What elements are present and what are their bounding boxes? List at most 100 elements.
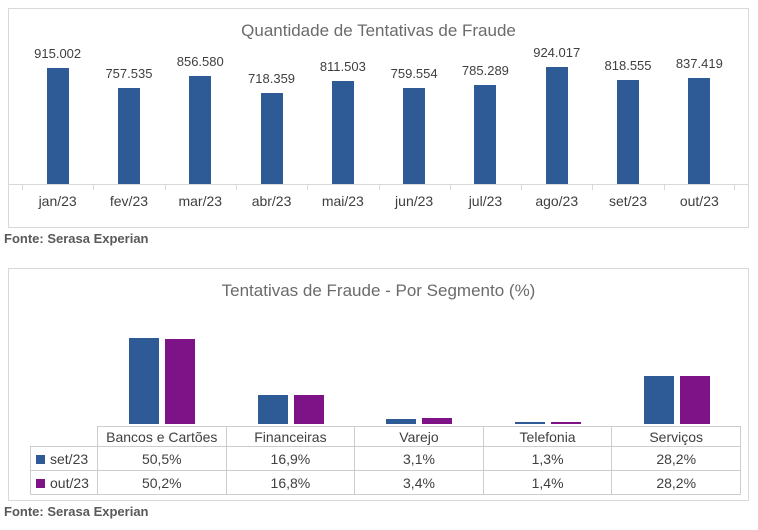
- series-value-cell: 3,1%: [354, 446, 484, 471]
- x-axis-label: ago/23: [535, 193, 579, 209]
- bar: [46, 68, 69, 185]
- series-value-cell: 16,8%: [225, 470, 356, 495]
- series-label-cell: set/23: [30, 446, 98, 471]
- series-value-cell: 50,5%: [97, 446, 227, 471]
- table-header-cell: Bancos e Cartões: [97, 426, 227, 447]
- bar: [643, 376, 674, 424]
- table-series-row: out/23 50,2% 16,8% 3,4% 1,4% 28,2%: [30, 470, 741, 495]
- bar-value-label: 837.419: [675, 56, 723, 71]
- x-axis-label: jun/23: [395, 193, 434, 209]
- bar: [386, 419, 417, 424]
- bar: [257, 395, 288, 424]
- series-label-cell: out/23: [30, 470, 98, 495]
- bar-slot: 818.555: [592, 43, 663, 185]
- axis-tick: [93, 185, 95, 190]
- bar: [331, 81, 354, 185]
- bar-group: [98, 338, 227, 424]
- legend-swatch: [36, 478, 45, 488]
- bar: [403, 88, 426, 185]
- table-header-cell: Telefonia: [482, 426, 613, 447]
- table-header-row: Bancos e Cartões Financeiras Varejo Telefon…: [30, 426, 741, 447]
- series-value-cell: 28,2%: [611, 470, 741, 495]
- series-name: out/23: [50, 474, 89, 491]
- bar-value-label: 856.580: [176, 54, 224, 69]
- series-value-cell: 1,4%: [482, 470, 613, 495]
- axis-tick: [164, 185, 166, 190]
- bar-group: [355, 338, 484, 424]
- fraud-count-chart-panel: Quantidade de Tentativas de Fraude 915.0…: [8, 8, 749, 228]
- bar-group: [227, 338, 356, 424]
- fraud-count-plot-area: 915.002 757.535 856.580 718.359 811.503 759.5…: [22, 43, 735, 185]
- fraud-count-x-axis-labels: jan/23 fev/23 mar/23 abr/23 mai/23 jun/23 jul/…: [22, 185, 735, 227]
- fraud-segment-chart-title: Tentativas de Fraude - Por Segmento (%): [221, 281, 536, 300]
- x-axis-label: set/23: [608, 193, 648, 209]
- bar-value-label: 915.002: [34, 46, 82, 61]
- axis-tick: [449, 185, 451, 190]
- bar: [117, 88, 140, 185]
- bar-value-label: 818.555: [604, 58, 652, 73]
- bar-group: [484, 338, 613, 424]
- series-name: set/23: [50, 450, 89, 467]
- bar: [688, 78, 711, 185]
- x-axis-label: abr/23: [251, 193, 292, 209]
- x-axis-label: jan/23: [38, 193, 77, 209]
- table-series-row: set/23 50,5% 16,9% 3,1% 1,3% 28,2%: [30, 446, 741, 471]
- bar-slot: 757.535: [93, 43, 164, 185]
- axis-tick: [22, 185, 23, 190]
- bar-value-label: 811.503: [319, 59, 366, 74]
- legend-swatch: [36, 454, 45, 464]
- fraud-count-chart-title: Quantidade de Tentativas de Fraude: [241, 21, 516, 40]
- bar-slot: 924.017: [521, 43, 592, 185]
- x-axis-label: mar/23: [178, 193, 223, 209]
- table-header-cell: Serviços: [611, 426, 741, 447]
- axis-tick: [521, 185, 523, 190]
- bar-value-label: 718.359: [248, 71, 296, 86]
- bar: [474, 85, 497, 185]
- bar: [129, 338, 160, 424]
- bar: [679, 376, 710, 424]
- bar-value-label: 759.554: [390, 66, 438, 81]
- x-axis-label: out/23: [679, 193, 719, 209]
- bar-value-label: 785.289: [461, 63, 509, 78]
- series-value-cell: 50,2%: [97, 470, 227, 495]
- series-value-cell: 3,4%: [354, 470, 484, 495]
- bar-slot: 759.554: [378, 43, 449, 185]
- axis-tick: [235, 185, 237, 190]
- table-header-cell: Varejo: [354, 426, 484, 447]
- table-header-cell: Financeiras: [225, 426, 356, 447]
- fraud-count-x-axis-line: [9, 184, 748, 185]
- bar: [545, 67, 568, 185]
- axis-tick: [307, 185, 309, 190]
- bar: [551, 422, 582, 424]
- bar-slot: 837.419: [664, 43, 735, 185]
- bar-value-label: 757.535: [105, 66, 153, 81]
- series-value-cell: 16,9%: [225, 446, 356, 471]
- x-axis-label: jul/23: [468, 193, 503, 209]
- table-corner-cell: [30, 426, 98, 447]
- bar-value-label: 924.017: [533, 45, 581, 60]
- bar: [189, 76, 212, 185]
- x-axis-label: fev/23: [109, 193, 149, 209]
- source-note-2: Fonte: Serasa Experian: [4, 504, 149, 519]
- axis-tick: [734, 185, 735, 190]
- fraud-segment-data-table: Bancos e Cartões Financeiras Varejo Telefon…: [30, 426, 741, 495]
- x-axis-label: mai/23: [321, 193, 364, 209]
- series-value-cell: 1,3%: [482, 446, 613, 471]
- bar-group: [612, 338, 741, 424]
- series-value-cell: 28,2%: [611, 446, 741, 471]
- bar: [617, 80, 640, 185]
- bar: [293, 395, 324, 424]
- bar: [422, 418, 453, 424]
- bar-slot: 718.359: [236, 43, 307, 185]
- axis-tick: [663, 185, 665, 190]
- fraud-segment-plot-area: [98, 338, 741, 424]
- fraud-segment-chart-panel: Tentativas de Fraude - Por Segmento (%) …: [8, 268, 749, 501]
- bar: [260, 93, 283, 185]
- bar-slot: 785.289: [450, 43, 521, 185]
- bar-slot: 856.580: [165, 43, 236, 185]
- axis-tick: [378, 185, 380, 190]
- bar: [515, 422, 546, 424]
- bar-slot: 915.002: [22, 43, 93, 185]
- axis-tick: [592, 185, 594, 190]
